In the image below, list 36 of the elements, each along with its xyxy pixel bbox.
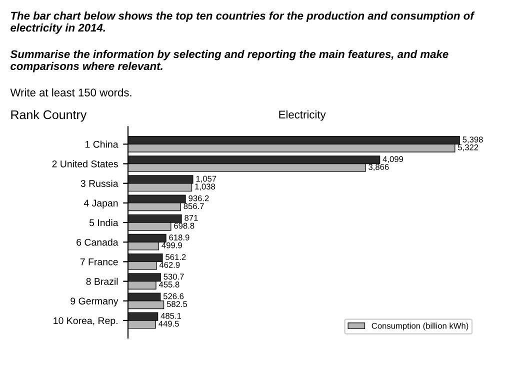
y-tick-label: 9 Germany bbox=[70, 298, 118, 306]
chart-title: Electricity bbox=[279, 110, 326, 121]
data-label: 618.9 bbox=[169, 234, 190, 240]
data-label: 4,099 bbox=[382, 156, 404, 164]
data-label: 462.9 bbox=[159, 262, 180, 268]
data-label: 856.7 bbox=[184, 203, 204, 210]
data-label: 455.8 bbox=[158, 282, 180, 288]
data-label: 1,038 bbox=[195, 184, 216, 190]
y-tick-label: 4 Japan bbox=[84, 200, 118, 208]
data-label: 698.8 bbox=[174, 222, 194, 229]
data-label: 530.7 bbox=[164, 274, 184, 280]
y-tick-label: 1 China bbox=[86, 140, 118, 148]
y-tick-label: 8 Brazil bbox=[86, 278, 118, 285]
text: Write at least 150 words. bbox=[10, 88, 132, 96]
data-label: 5,322 bbox=[458, 144, 478, 152]
y-tick-label: 10 Korea, Rep. bbox=[54, 317, 118, 326]
y-axis-title: Rank Country bbox=[11, 110, 87, 122]
y-tick-label: 6 Canada bbox=[76, 238, 118, 246]
data-label: 582.5 bbox=[166, 301, 188, 308]
data-label: 936.2 bbox=[188, 195, 209, 202]
data-label: 871 bbox=[184, 214, 198, 221]
data-label: 3,866 bbox=[368, 164, 389, 171]
y-tick-label: 2 United States bbox=[52, 160, 118, 168]
data-label: 1,057 bbox=[196, 176, 216, 183]
text: The bar chart below shows the top ten countries for the production and consumption of electricity in 2014. bbox=[10, 12, 475, 34]
data-label: 485.1 bbox=[160, 312, 182, 319]
y-tick-label: 3 Russia bbox=[80, 180, 118, 187]
y-tick-label: 7 France bbox=[80, 258, 118, 266]
data-label: 5,398 bbox=[462, 136, 483, 144]
text: Summarise the information by selecting and reporting the main features, and make comparisons where relevant. bbox=[10, 50, 448, 72]
y-tick-label: 5 India bbox=[89, 219, 118, 226]
data-label: 449.5 bbox=[158, 320, 179, 327]
data-label: 561.2 bbox=[166, 254, 186, 260]
data-label: 526.6 bbox=[163, 293, 184, 300]
legend-label: Consumption (billion kWh) bbox=[372, 322, 468, 330]
data-label: 499.9 bbox=[162, 242, 182, 248]
